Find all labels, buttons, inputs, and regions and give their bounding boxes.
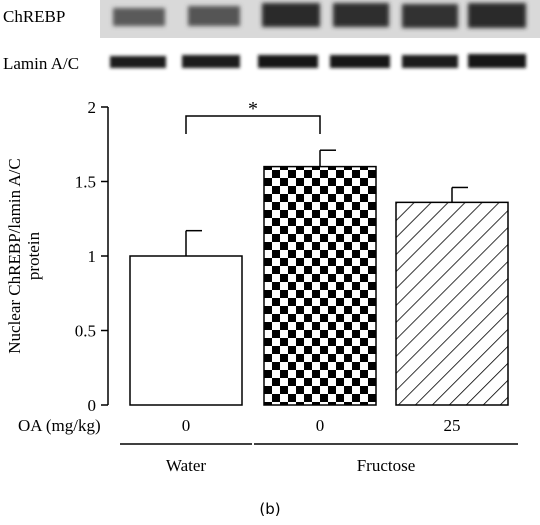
- bar: [263, 165, 377, 406]
- bar: [129, 255, 243, 406]
- x-row-label: OA (mg/kg): [18, 416, 101, 435]
- blot-label-chrebp: ChREBP: [3, 7, 66, 26]
- significance-bracket: [185, 115, 321, 134]
- y-axis-label-line: protein: [24, 231, 43, 280]
- y-axis-label: Nuclear ChREBP/lamin A/Cprotein: [5, 158, 43, 354]
- group-label: Water: [166, 456, 206, 475]
- plot-area: 0 0.5 1 1.5 2 Nuclear ChREBP/lamin A/Cprotein…: [5, 98, 518, 475]
- bar-chart: 0 0.5 1 1.5 2 Nuclear ChREBP/lamin A/Cprotein…: [5, 98, 518, 475]
- bar: [395, 201, 509, 406]
- x-category-label: 25: [444, 416, 461, 435]
- y-tick-label: 0: [88, 396, 97, 415]
- y-tick-label: 0.5: [75, 322, 96, 341]
- blot-label-lamin: Lamin A/C: [3, 54, 80, 73]
- figure-caption: (b): [259, 500, 281, 518]
- significance-label: *: [248, 98, 258, 120]
- western-blot-panel: ChREBP Lamin A/C: [0, 0, 540, 80]
- y-tick-label: 1.5: [75, 173, 96, 192]
- y-tick-label: 1: [88, 247, 97, 266]
- group-label: Fructose: [357, 456, 416, 475]
- chrebp-bands: [113, 3, 526, 28]
- y-axis-label-line: Nuclear ChREBP/lamin A/C: [5, 158, 24, 354]
- y-tick-label: 2: [88, 98, 97, 117]
- lamin-bands: [110, 54, 526, 68]
- x-category-label: 0: [182, 416, 191, 435]
- blot-image: [100, 0, 540, 68]
- x-category-label: 0: [316, 416, 325, 435]
